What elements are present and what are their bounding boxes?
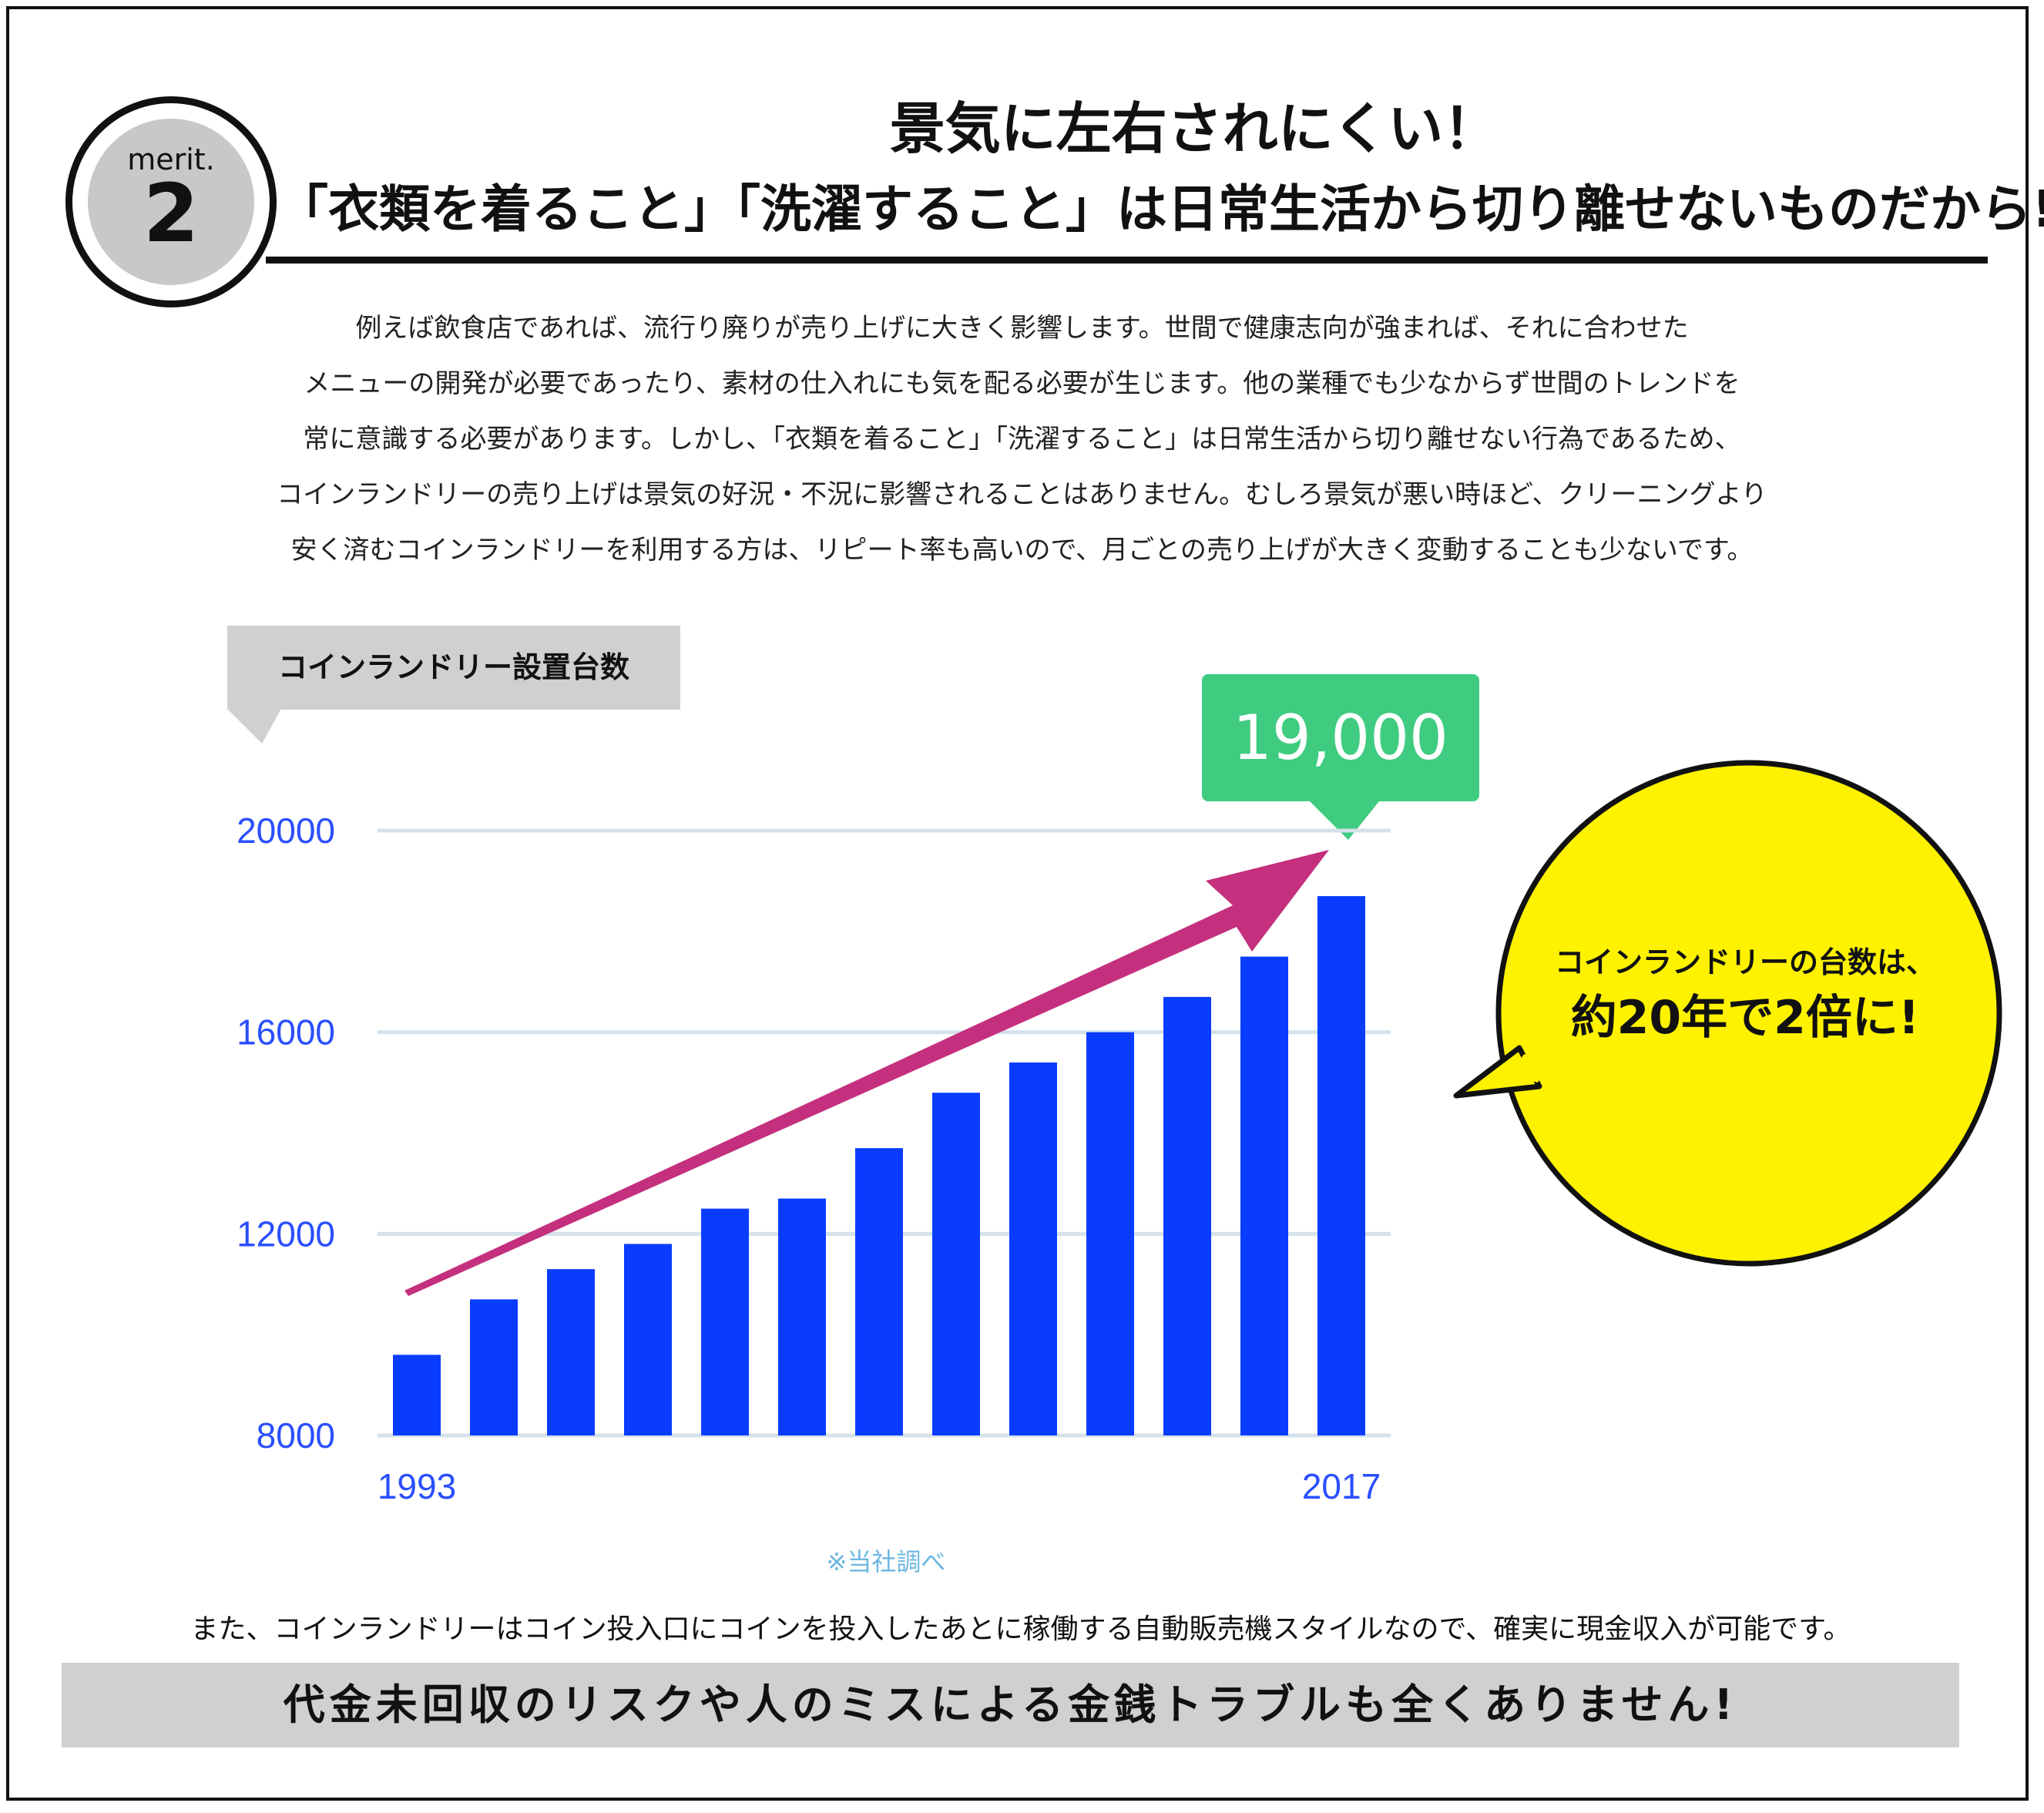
intro-line: メニューの開発が必要であったり、素材の仕入れにも気を配る必要が生じます。他の業種…: [304, 368, 1740, 399]
speech-bubble-circle: [1495, 760, 2002, 1267]
chart-bar: [1009, 1062, 1057, 1435]
y-tick-label: 12000: [237, 1214, 335, 1254]
y-tick-label: 20000: [237, 811, 335, 851]
page-title: 景気に左右されにくい！: [889, 96, 1499, 161]
merit-badge-label: merit.: [127, 143, 215, 176]
y-tick-label: 8000: [257, 1415, 335, 1455]
chart-title-tag: [227, 626, 680, 710]
intro-line: 例えば飲食店であれば、流行り廃りが売り上げに大きく影響します。世間で健康志向が強…: [355, 313, 1689, 344]
speech-bubble: [1453, 760, 2002, 1267]
chart-bar: [1086, 1032, 1134, 1435]
page-frame: [6, 6, 2029, 1801]
chart-source-note: ※当社調べ: [826, 1547, 946, 1576]
title-divider: [266, 257, 1988, 264]
footer-banner-text: 代金未回収のリスクや人のミスによる金銭トラブルも全くありません!: [283, 1680, 1738, 1729]
chart-bar: [932, 1093, 980, 1435]
value-callout-tail: [1310, 801, 1379, 840]
chart-bar: [393, 1355, 441, 1435]
page-subtitle: 「衣類を着ること」「洗濯すること」は日常生活から切り離せないものだから!: [277, 180, 2044, 239]
intro-line: 安く済むコインランドリーを利用する方は、リピート率も高いので、月ごとの売り上げが…: [290, 535, 1754, 566]
intro-line: 常に意識する必要があります。しかし、「衣類を着ること」「洗濯すること」は日常生活…: [303, 424, 1741, 455]
chart-bar: [701, 1208, 749, 1435]
chart-title: コインランドリー設置台数: [277, 650, 629, 684]
footer-banner: [62, 1663, 1959, 1748]
chart-bar: [855, 1148, 903, 1435]
chart-bars: [393, 896, 1365, 1435]
chart-bar: [1317, 896, 1365, 1435]
speech-bubble-tail-joint: [1510, 1054, 1549, 1083]
chart-y-axis: 8000 12000 16000 20000: [237, 811, 335, 1455]
merit-badge-number: 2: [143, 166, 200, 260]
chart-bar: [1163, 996, 1211, 1435]
merit-badge-disc: [88, 119, 254, 285]
x-tick-label: 1993: [378, 1466, 456, 1506]
speech-bubble-headline: 約20年で2倍に!: [1570, 991, 1920, 1045]
footer-note: また、コインランドリーはコイン投入口にコインを投入したあとに稼働する自動販売機ス…: [190, 1613, 1851, 1645]
chart-bar: [778, 1198, 826, 1435]
chart-bar: [624, 1244, 672, 1435]
intro-line: コインランドリーの売り上げは景気の好況・不況に影響されることはありません。むしろ…: [277, 479, 1767, 510]
y-tick-label: 16000: [237, 1012, 335, 1053]
value-callout: [1202, 674, 1479, 801]
value-callout-text: 19,000: [1233, 702, 1448, 774]
speech-bubble-text: コインランドリーの台数は、: [1554, 945, 1935, 979]
chart-bar: [1240, 956, 1288, 1435]
trend-arrow: [404, 850, 1329, 1296]
intro-paragraph: 例えば飲食店であれば、流行り廃りが売り上げに大きく影響します。世間で健康志向が強…: [154, 300, 1890, 578]
chart-bar: [547, 1269, 595, 1435]
chart-bar: [470, 1299, 518, 1435]
x-tick-label: 2017: [1302, 1466, 1381, 1506]
chart-title-tag-tail: [227, 709, 281, 744]
chart-x-axis: 1993 2017: [378, 1466, 1381, 1506]
